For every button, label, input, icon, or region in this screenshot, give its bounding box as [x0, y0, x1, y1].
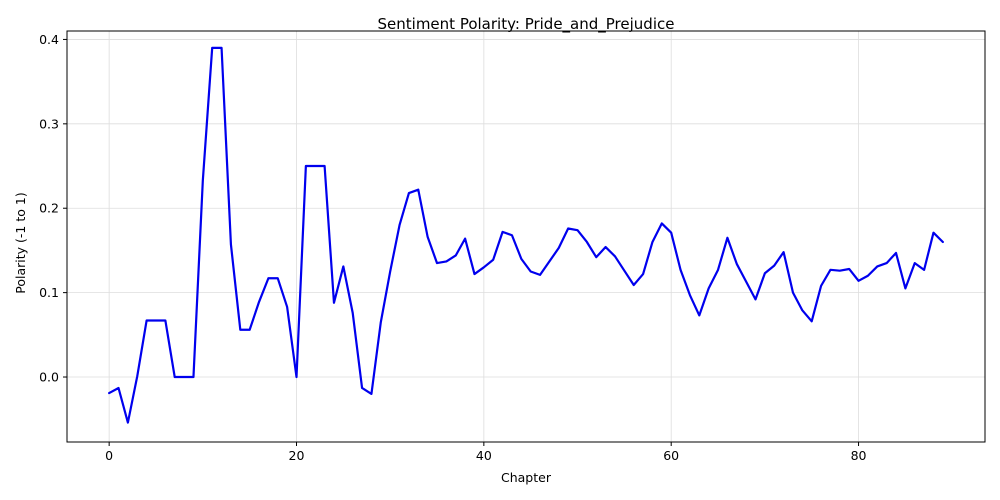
y-axis-label: Polarity (-1 to 1)	[13, 192, 28, 293]
y-tick-label: 0.0	[39, 370, 59, 385]
x-tick-label: 0	[105, 448, 113, 463]
x-tick-label: 40	[476, 448, 492, 463]
x-axis-ticks: 0 20 40 60 80	[105, 442, 867, 463]
y-tick-label: 0.1	[39, 285, 59, 300]
y-tick-label: 0.3	[39, 116, 59, 131]
chart-title: Sentiment Polarity: Pride_and_Prejudice	[378, 15, 675, 34]
x-tick-label: 60	[663, 448, 679, 463]
series-line	[108, 46, 944, 424]
y-axis-ticks: 0.0 0.1 0.2 0.3 0.4	[39, 32, 67, 385]
plot-frame	[66, 30, 986, 443]
x-axis-label: Chapter	[501, 470, 552, 485]
grid	[67, 31, 985, 442]
y-tick-label: 0.4	[39, 32, 59, 47]
x-tick-label: 20	[289, 448, 305, 463]
x-tick-label: 80	[851, 448, 867, 463]
y-tick-label: 0.2	[39, 201, 59, 216]
series-layer	[108, 46, 944, 424]
